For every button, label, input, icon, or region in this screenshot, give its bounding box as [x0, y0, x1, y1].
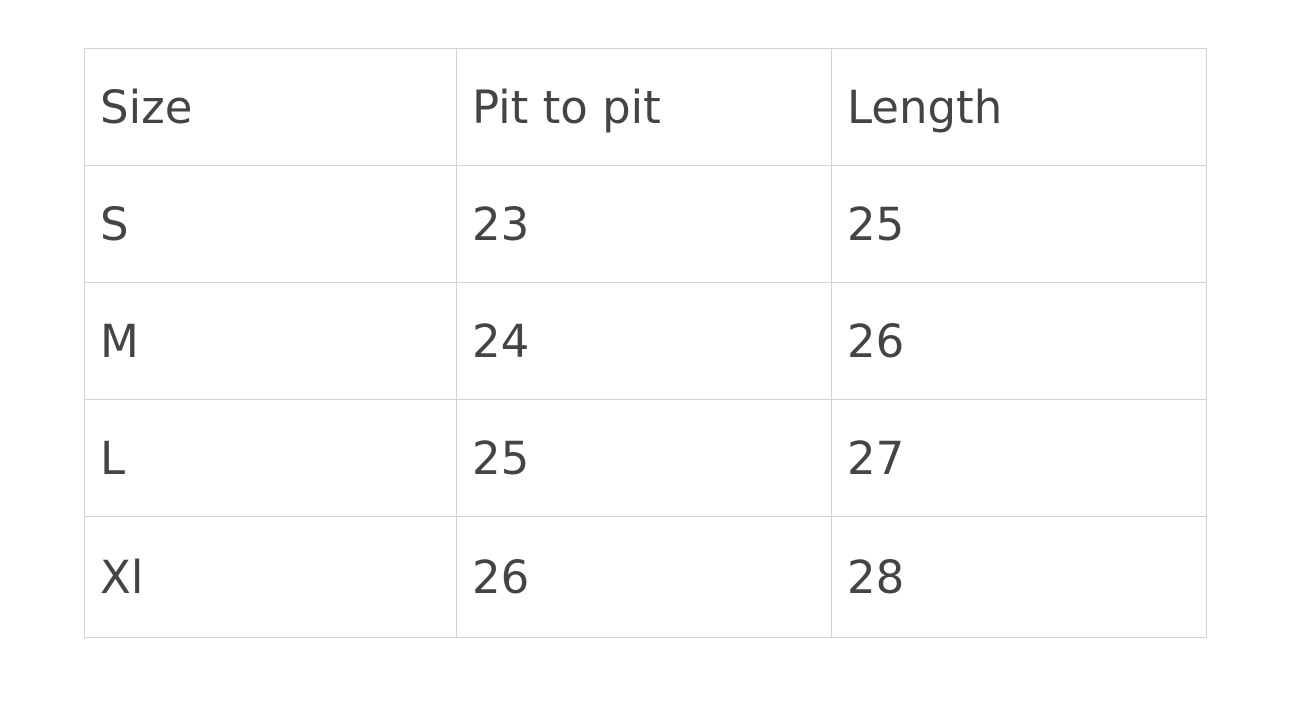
cell-length: 25 — [831, 165, 1207, 283]
cell-size: M — [84, 282, 457, 400]
header-size: Size — [84, 48, 457, 166]
cell-length: 26 — [831, 282, 1207, 400]
cell-pit-to-pit: 23 — [456, 165, 832, 283]
cell-length: 27 — [831, 399, 1207, 517]
cell-pit-to-pit: 26 — [456, 516, 832, 638]
table-header-row: Size Pit to pit Length — [84, 48, 1207, 166]
cell-size: L — [84, 399, 457, 517]
size-chart-table: Size Pit to pit Length S 23 25 M 24 26 L… — [84, 48, 1207, 638]
table-row: S 23 25 — [84, 165, 1207, 283]
cell-length: 28 — [831, 516, 1207, 638]
table-row: L 25 27 — [84, 399, 1207, 517]
table-row: M 24 26 — [84, 282, 1207, 400]
cell-pit-to-pit: 25 — [456, 399, 832, 517]
cell-pit-to-pit: 24 — [456, 282, 832, 400]
cell-size: S — [84, 165, 457, 283]
cell-size: Xl — [84, 516, 457, 638]
header-length: Length — [831, 48, 1207, 166]
table-row: Xl 26 28 — [84, 516, 1207, 638]
header-pit-to-pit: Pit to pit — [456, 48, 832, 166]
